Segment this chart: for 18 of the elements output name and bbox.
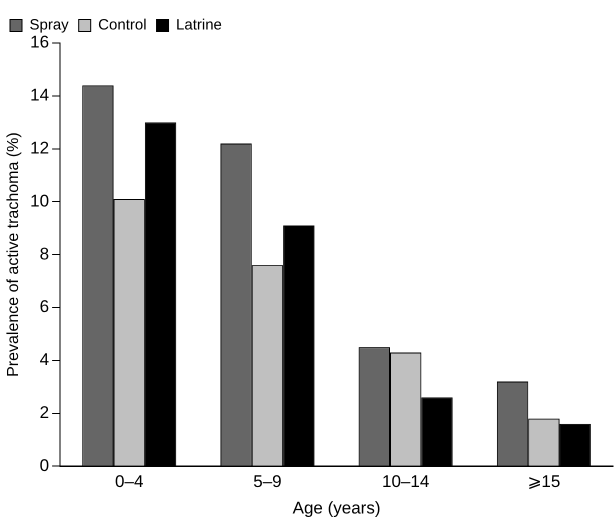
y-tick-label: 10 [30,191,50,210]
y-tick-label: 16 [30,32,50,52]
x-tick-label: ⩾15 [527,472,560,492]
legend-label: Latrine [176,16,222,34]
y-tick-label: 0 [40,456,50,475]
x-axis-title: Age (years) [292,498,380,518]
y-tick-label: 14 [30,86,50,105]
y-tick-label: 12 [30,138,50,158]
x-tick-label: 10–14 [382,472,430,492]
y-tick-label: 4 [40,350,50,370]
legend-label: Spray [30,16,70,34]
y-tick-label: 6 [40,297,50,316]
x-tick-label: 0–4 [115,472,144,492]
y-axis-title: Prevalence of active trachoma (%) [5,132,22,377]
x-tick-label: 5–9 [253,472,282,492]
legend-label: Control [98,16,147,34]
y-tick-label: 2 [40,402,50,422]
y-tick-label: 8 [40,244,50,264]
